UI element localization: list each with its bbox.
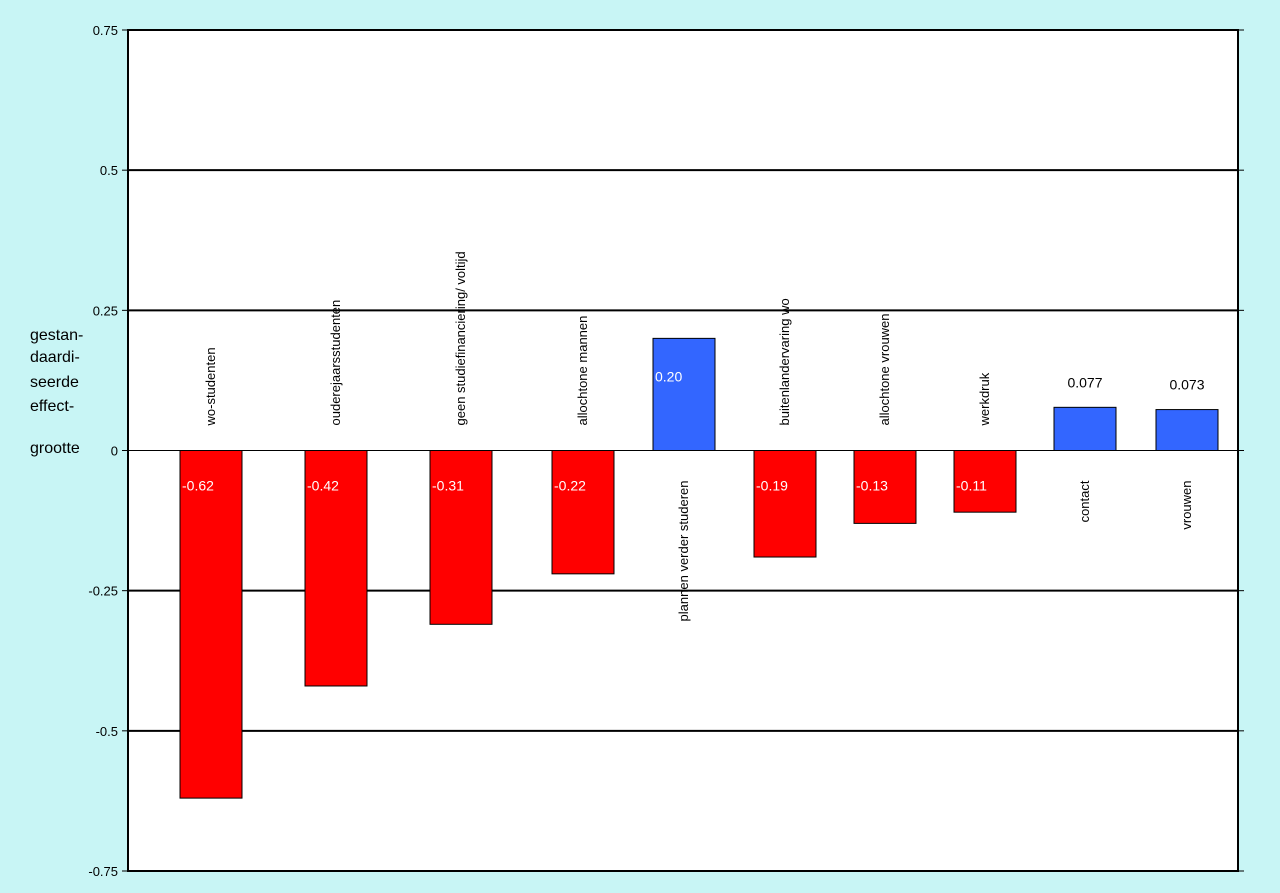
data-label: -0.19 (756, 478, 788, 494)
data-label: 0.073 (1169, 377, 1204, 393)
data-labels: -0.62 -0.42 -0.31 -0.22 0.20 -0.19 -0.13 -0.11 0… (182, 368, 1205, 493)
category-label: wo-studenten (203, 347, 218, 426)
y-tick-label: -0.25 (88, 584, 118, 599)
y-axis-label-line: seerde (30, 374, 79, 391)
y-tick-label: 0 (111, 444, 118, 459)
bar-wo-studenten (179, 450, 243, 799)
category-label: werkdruk (977, 372, 992, 426)
bar-allochtone-vrouwen (853, 450, 917, 524)
category-labels: wo-studenten ouderejaarsstudenten geen stu… (203, 251, 1194, 621)
plot-border (127, 29, 1239, 872)
category-label: allochtone vrouwen (877, 313, 892, 425)
data-label: -0.62 (182, 478, 214, 494)
data-label: 0.077 (1067, 374, 1102, 390)
y-axis-label-line: effect- (30, 398, 74, 415)
y-axis-label-line: gestan- (30, 327, 83, 344)
bar-buitenlandervaring-wo (753, 450, 817, 558)
category-label: contact (1077, 480, 1092, 522)
data-label: -0.13 (856, 478, 888, 494)
y-axis-label: gestan-daardi-seerde effect-grootte (30, 327, 83, 457)
bar-vrouwen (1155, 409, 1219, 451)
y-axis-label-line: daardi- (30, 349, 80, 366)
y-axis-label-line: grootte (30, 440, 80, 457)
category-label: geen studiefinanciering/ voltijd (453, 251, 468, 425)
category-label: plannen verder studeren (676, 481, 691, 622)
data-label: -0.11 (956, 478, 987, 494)
bar-werkdruk (953, 450, 1017, 513)
bar-contact (1053, 406, 1117, 452)
y-tick-label: -0.75 (88, 864, 118, 879)
bars (179, 337, 1219, 799)
bar-allochtone-mannen (551, 450, 615, 575)
y-tick-label: -0.5 (96, 724, 118, 739)
bar-geen-studiefinanciering-voltijd (429, 450, 493, 625)
y-tick-label: 0.25 (93, 303, 118, 318)
category-label: vrouwen (1179, 481, 1194, 530)
data-label: -0.31 (432, 478, 464, 494)
bar-plannen-verder-studeren (652, 337, 716, 451)
y-tick-label: 0.75 (93, 23, 118, 38)
category-label: buitenlandervaring wo (777, 298, 792, 425)
category-label: ouderejaarsstudenten (328, 300, 343, 426)
data-label: -0.22 (554, 478, 586, 494)
data-label: 0.20 (655, 368, 682, 384)
category-label: allochtone mannen (575, 316, 590, 426)
bar-ouderejaarsstudenten (304, 450, 368, 687)
data-label: -0.42 (307, 478, 339, 494)
y-tick-label: 0.5 (100, 163, 118, 178)
